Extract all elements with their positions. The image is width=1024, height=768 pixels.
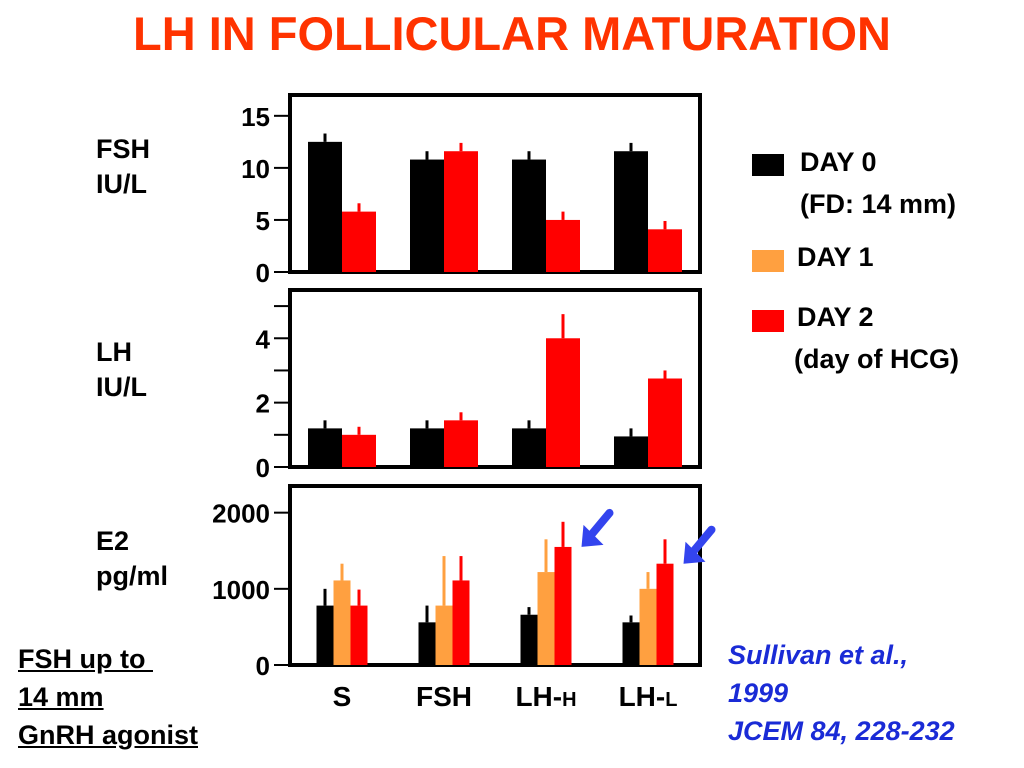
- arrow-shaft: [585, 508, 614, 541]
- fsh-axis-label-line1: FSH: [96, 134, 150, 164]
- bar-lh-fsh-day-2: [444, 420, 478, 467]
- bar-fsh-lh-h-day-0: [512, 159, 546, 272]
- arrow-shaft: [687, 525, 716, 558]
- legend-swatch-day1: [752, 250, 784, 272]
- arrow-icon: [581, 508, 614, 547]
- bar-e2-lh-h-day-0: [520, 614, 538, 665]
- y-tick-label-e2: 0: [256, 651, 270, 681]
- bar-e2-s-day-0: [316, 605, 334, 665]
- fsh-axis-label: FSH IU/L: [96, 132, 150, 202]
- bar-fsh-s-day-2: [342, 211, 376, 272]
- footnote-line3: GnRH agonist: [18, 720, 198, 750]
- x-tick-label-lh-l: LH-L: [619, 681, 678, 712]
- y-tick-label-fsh: 0: [256, 258, 270, 288]
- panel-frame-lh: [288, 288, 702, 469]
- y-tick-label-lh: 4: [256, 324, 271, 354]
- legend-swatch-day2: [752, 310, 784, 332]
- y-tick-label-lh: 2: [256, 389, 270, 419]
- bar-lh-s-day-0: [308, 428, 342, 467]
- bar-e2-lh-l-day-1: [639, 588, 657, 665]
- footnote-line1: FSH up to: [18, 644, 153, 674]
- x-tick-label-lh-h: LH-H: [515, 681, 576, 712]
- bar-lh-s-day-2: [342, 434, 376, 467]
- legend-sublabel-day0: (FD: 14 mm): [800, 189, 957, 219]
- citation: Sullivan et al., 1999 JCEM 84, 228-232: [728, 636, 955, 750]
- bar-lh-lh-h-day-2: [546, 338, 580, 467]
- e2-axis-label: E2 pg/ml: [96, 524, 168, 594]
- bar-fsh-fsh-day-2: [444, 151, 478, 272]
- legend-label-day2: DAY 2: [797, 302, 874, 332]
- y-tick-label-fsh: 10: [241, 154, 270, 184]
- lh-axis-label: LH IU/L: [96, 335, 147, 405]
- bar-e2-s-day-2: [350, 605, 368, 665]
- citation-line2: 1999: [728, 678, 789, 708]
- y-tick-label-e2: 1000: [212, 575, 270, 605]
- bar-lh-fsh-day-0: [410, 428, 444, 467]
- x-tick-label-fsh: FSH: [416, 681, 472, 712]
- arrow-head: [581, 524, 604, 547]
- x-tick-label-s: S: [333, 681, 352, 712]
- page-title: LH IN FOLLICULAR MATURATION: [133, 7, 891, 60]
- bar-e2-fsh-day-2: [452, 580, 470, 665]
- bar-fsh-lh-h-day-2: [546, 219, 580, 272]
- panel-e2: 0 1000 2000: [212, 484, 716, 681]
- panel-lh: 0 2 4: [256, 288, 702, 483]
- e2-axis-label-line2: pg/ml: [96, 561, 168, 591]
- fsh-axis-label-line2: IU/L: [96, 169, 147, 199]
- e2-axis-label-line1: E2: [96, 526, 130, 556]
- bar-fsh-lh-l-day-2: [648, 229, 682, 272]
- footnote-line2: 14 mm: [18, 682, 104, 712]
- bar-lh-lh-l-day-2: [648, 378, 682, 467]
- arrow-icon: [683, 525, 716, 564]
- bar-lh-lh-h-day-0: [512, 428, 546, 467]
- y-tick-label-fsh: 15: [241, 102, 270, 132]
- bar-e2-lh-l-day-0: [622, 622, 640, 665]
- lh-axis-label-line2: IU/L: [96, 372, 147, 402]
- legend-sublabel-day2: (day of HCG): [794, 344, 959, 374]
- footnote: FSH up to 14 mm GnRH agonist: [18, 640, 198, 754]
- legend-label-day1: DAY 1: [797, 242, 874, 272]
- legend-swatch-day0: [752, 154, 784, 176]
- bar-e2-s-day-1: [333, 580, 351, 665]
- lh-axis-label-line1: LH: [96, 337, 132, 367]
- panel-frame-fsh: [288, 93, 702, 274]
- bar-fsh-fsh-day-0: [410, 159, 444, 272]
- y-tick-label-lh: 0: [256, 453, 270, 483]
- bar-fsh-s-day-0: [308, 141, 342, 272]
- bar-lh-lh-l-day-0: [614, 436, 648, 467]
- y-tick-label-fsh: 5: [256, 206, 270, 236]
- y-tick-label-e2: 2000: [212, 499, 270, 529]
- bar-e2-lh-l-day-2: [656, 563, 674, 665]
- bar-e2-lh-h-day-2: [554, 546, 572, 665]
- panel-frame-e2: [288, 484, 702, 667]
- panel-fsh: 0 5 10 15: [241, 93, 702, 288]
- bar-e2-fsh-day-1: [435, 605, 453, 665]
- bar-e2-fsh-day-0: [418, 622, 436, 665]
- citation-line3: JCEM 84, 228-232: [728, 716, 955, 746]
- bar-e2-lh-h-day-1: [537, 572, 555, 665]
- legend-label-day0: DAY 0: [800, 147, 877, 177]
- citation-line1: Sullivan et al.,: [728, 640, 909, 670]
- arrow-head: [683, 541, 706, 564]
- bar-fsh-lh-l-day-0: [614, 151, 648, 272]
